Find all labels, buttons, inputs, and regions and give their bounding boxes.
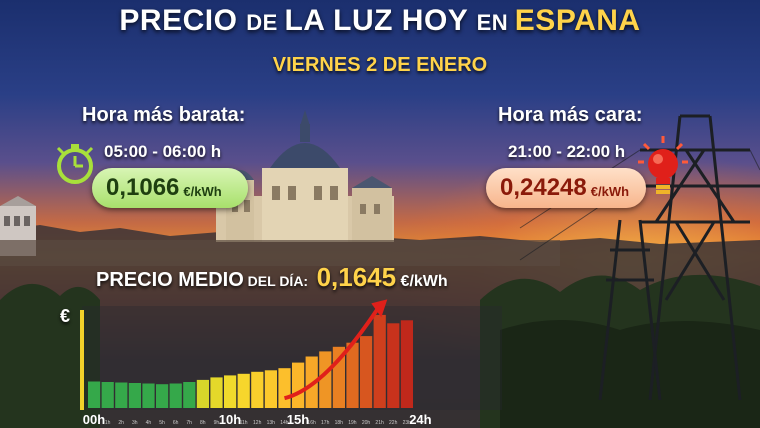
x-tick-7h: 7h bbox=[186, 420, 192, 426]
title-word-de: DE bbox=[246, 10, 285, 35]
x-tick-12h: 12h bbox=[253, 420, 262, 426]
x-tick-21h: 21h bbox=[375, 420, 384, 426]
x-tick-23h: 23h bbox=[403, 420, 412, 426]
x-tick-20h: 20h bbox=[362, 420, 371, 426]
title-word-espana: ESPANA bbox=[514, 4, 641, 37]
expensive-price-unit: €/kWh bbox=[590, 183, 630, 199]
title-words-la-luz-hoy: LA LUZ HOY bbox=[284, 4, 477, 37]
x-tick-00h: 00h bbox=[83, 412, 105, 427]
x-tick-1h: 1h bbox=[105, 420, 111, 426]
bar-13h bbox=[264, 370, 277, 408]
bar-15h bbox=[292, 362, 305, 408]
bar-21h bbox=[373, 314, 386, 408]
lightbulb-icon bbox=[638, 136, 688, 194]
bar-4h bbox=[142, 383, 155, 408]
cheapest-price-badge: 0,1066 €/kWh bbox=[92, 168, 248, 208]
bar-12h bbox=[251, 371, 264, 408]
x-tick-14h: 14h bbox=[280, 420, 289, 426]
bar-19h bbox=[346, 342, 359, 408]
x-tick-17h: 17h bbox=[321, 420, 330, 426]
x-tick-13h: 13h bbox=[267, 420, 276, 426]
cheapest-price-value: 0,1066 bbox=[106, 174, 180, 201]
page-title: PRECIO DE LA LUZ HOY EN ESPANA bbox=[0, 4, 760, 38]
x-tick-10h: 10h bbox=[219, 412, 241, 427]
bar-11h bbox=[237, 373, 250, 408]
x-tick-16h: 16h bbox=[307, 420, 316, 426]
chart-y-axis-label: € bbox=[60, 306, 71, 326]
x-tick-6h: 6h bbox=[173, 420, 179, 426]
trend-arrow-line bbox=[283, 308, 379, 401]
x-tick-9h: 9h bbox=[214, 420, 220, 426]
clock-icon bbox=[56, 144, 94, 184]
y-axis-line bbox=[80, 310, 84, 410]
bar-17h bbox=[319, 351, 332, 408]
cheapest-hour-range: 05:00 - 06:00 h bbox=[104, 142, 222, 161]
x-tick-4h: 4h bbox=[146, 420, 152, 426]
x-tick-3h: 3h bbox=[132, 420, 138, 426]
average-price-label: PRECIO MEDIO bbox=[96, 269, 244, 291]
x-tick-11h: 11h bbox=[240, 420, 248, 426]
bar-14h bbox=[278, 368, 291, 408]
bar-23h bbox=[400, 320, 413, 408]
x-tick-19h: 19h bbox=[348, 420, 357, 426]
expensive-hour-range: 21:00 - 22:00 h bbox=[508, 142, 626, 161]
x-tick-24h: 24h bbox=[409, 412, 431, 427]
bar-6h bbox=[169, 383, 182, 408]
average-price-value: 0,1645 bbox=[316, 262, 397, 292]
bar-22h bbox=[387, 323, 400, 408]
x-tick-5h: 5h bbox=[159, 420, 165, 426]
bar-10h bbox=[224, 375, 237, 408]
trend-arrow-head bbox=[371, 299, 388, 318]
title-word-en: EN bbox=[476, 10, 515, 35]
average-price-unit: €/kWh bbox=[400, 273, 448, 290]
bar-5h bbox=[156, 384, 169, 408]
bar-9h bbox=[210, 377, 223, 408]
bar-7h bbox=[183, 382, 196, 408]
x-tick-18h: 18h bbox=[335, 420, 344, 426]
title-word-precio: PRECIO bbox=[119, 4, 247, 37]
cheapest-hour-label: Hora más barata: bbox=[82, 104, 246, 126]
bar-00h bbox=[88, 381, 101, 408]
bar-2h bbox=[115, 382, 128, 408]
x-tick-2h: 2h bbox=[118, 420, 124, 426]
expensive-hour-label: Hora más cara: bbox=[498, 104, 643, 126]
bar-3h bbox=[128, 383, 141, 408]
average-price-label-small: DEL DÍA: bbox=[243, 273, 309, 289]
x-tick-22h: 22h bbox=[389, 420, 398, 426]
bar-1h bbox=[101, 382, 114, 408]
bar-8h bbox=[196, 379, 209, 408]
expensive-price-badge: 0,24248 €/kWh bbox=[486, 168, 646, 208]
x-tick-8h: 8h bbox=[200, 420, 206, 426]
expensive-price-value: 0,24248 bbox=[500, 174, 587, 201]
average-price: PRECIO MEDIO DEL DÍA: 0,1645 €/kWh bbox=[96, 262, 448, 293]
date-subtitle: VIERNES 2 DE ENERO bbox=[272, 54, 488, 76]
bar-20h bbox=[360, 336, 373, 408]
cheapest-price-unit: €/kWh bbox=[183, 183, 222, 199]
x-tick-15h: 15h bbox=[287, 412, 309, 427]
